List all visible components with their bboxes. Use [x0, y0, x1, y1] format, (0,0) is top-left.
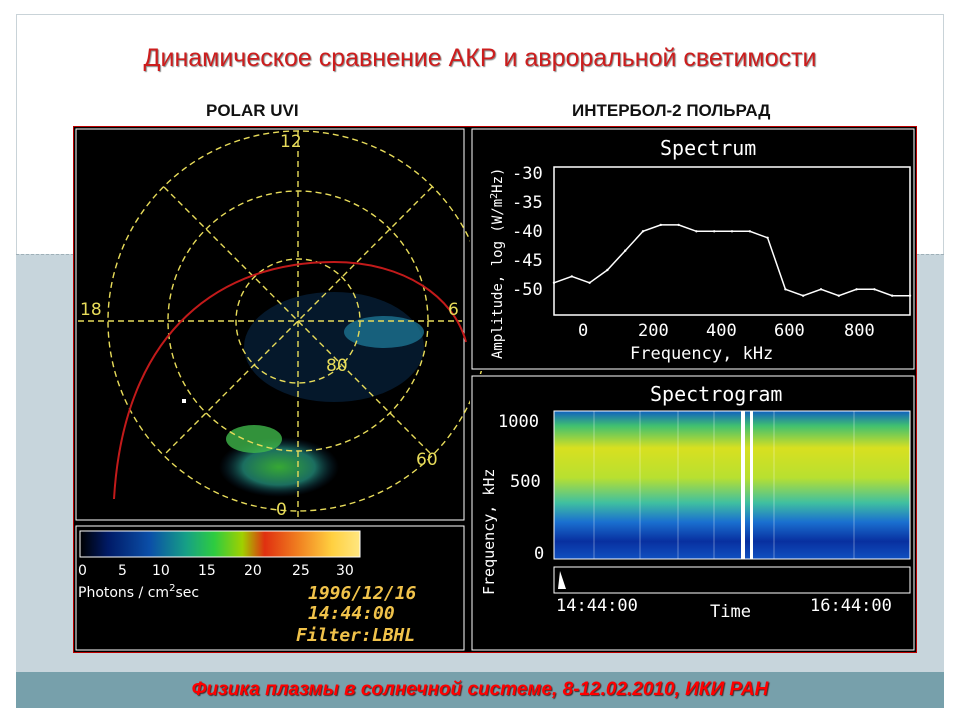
- spectrum-point: [837, 294, 840, 297]
- spec-ytick-45: -45: [512, 251, 543, 271]
- spec-xtick-800: 800: [844, 321, 875, 341]
- cbar-tick-10: 10: [152, 563, 170, 579]
- spectrum-point: [802, 294, 805, 297]
- spectrogram-title: Spectrogram: [650, 382, 782, 406]
- spectrum-title: Spectrum: [660, 136, 756, 160]
- spectrum-point: [784, 288, 787, 291]
- spectrum-point: [606, 268, 609, 272]
- spec-xtick-0: 0: [578, 321, 588, 341]
- data-gap-marker-2: [750, 411, 753, 559]
- mlt-0-label: 0: [276, 500, 287, 520]
- sgram-ytick-0: 0: [534, 544, 544, 564]
- spec-xtick-600: 600: [774, 321, 805, 341]
- mlt-18-label: 18: [80, 300, 102, 320]
- spectrogram-image: [553, 410, 911, 560]
- data-gap-marker: [741, 411, 745, 559]
- mlt-6-label: 6: [448, 300, 459, 320]
- mlt-meridians: [78, 131, 462, 517]
- figure-panel: 12 18 6 0 80 60 0 5 10 15 20 25 30 Photo…: [73, 126, 917, 653]
- spectrum-point: [695, 230, 698, 233]
- colorbar: [79, 530, 361, 558]
- polar-uvi-label: POLAR UVI: [206, 101, 299, 120]
- spec-xtick-400: 400: [706, 321, 737, 341]
- spectrum-point: [891, 294, 894, 297]
- spectrum-point: [855, 288, 858, 291]
- spectrum-point: [908, 294, 912, 297]
- spectrum-point: [730, 230, 734, 233]
- sgram-time-label: Time: [710, 602, 751, 622]
- spectrogram-ylabel: Frequency, kHz: [480, 469, 498, 595]
- image-filter: Filter:LBHL: [296, 625, 415, 646]
- spectrum-point: [588, 281, 591, 284]
- spectrum-point: [641, 230, 645, 233]
- cbar-tick-30: 30: [336, 563, 354, 579]
- spec-ytick-35: -35: [512, 193, 543, 213]
- lat-60-label: 60: [416, 450, 438, 470]
- colorbar-panel: 0 5 10 15 20 25 30 Photons / cm2sec 1996…: [74, 524, 466, 652]
- slide-title: Динамическое сравнение АКР и авроральной…: [143, 44, 817, 72]
- aurora-patch-dusk: [344, 316, 424, 348]
- footer-text: Физика плазмы в солнечной системе, 8-12.…: [191, 679, 769, 700]
- spectrum-point: [819, 288, 823, 291]
- spectrum-xlabel: Frequency, kHz: [630, 344, 773, 364]
- aurora-bright-spot: [226, 425, 282, 453]
- spec-ytick-30: -30: [512, 164, 543, 184]
- spectrum-point: [552, 281, 556, 284]
- spectrum-point: [570, 275, 573, 278]
- spectrum-point: [659, 223, 662, 227]
- spectrum-point: [873, 288, 876, 291]
- spectrum-point: [677, 223, 680, 227]
- spec-xtick-200: 200: [638, 321, 669, 341]
- sgram-time-start: 14:44:00: [556, 596, 638, 616]
- sgram-ytick-500: 500: [510, 472, 541, 492]
- image-time: 14:44:00: [308, 603, 395, 624]
- interball-label: ИНТЕРБОЛ-2 ПОЛЬРАД: [572, 101, 771, 120]
- spectrogram-panel: Spectrogram 1000 500 0 14:44:00 Time 16:…: [470, 374, 916, 652]
- image-date: 1996/12/16: [308, 583, 417, 604]
- lat-80-label: 80: [326, 356, 348, 376]
- spectrogram-streaks: [593, 411, 855, 559]
- spectrum-series: [552, 223, 912, 297]
- spectrum-panel: Spectrum -30 -35 -40 -45 -50 0 200 400 6…: [470, 127, 916, 371]
- time-bar: [553, 566, 911, 594]
- spectrum-axes: [553, 166, 911, 316]
- spectrum-ylabel: Amplitude, log (W/m2Hz): [489, 168, 506, 359]
- cbar-tick-15: 15: [198, 563, 216, 579]
- cbar-tick-20: 20: [244, 563, 262, 579]
- spec-ytick-40: -40: [512, 222, 543, 242]
- spectrum-point: [766, 236, 769, 239]
- spectrum-point: [713, 230, 716, 233]
- sgram-time-end: 16:44:00: [810, 596, 892, 616]
- cbar-tick-5: 5: [118, 563, 127, 579]
- cbar-tick-25: 25: [292, 563, 310, 579]
- time-marker: [558, 571, 566, 589]
- spectrum-point: [624, 249, 627, 252]
- sgram-ytick-1000: 1000: [498, 412, 539, 432]
- mlt-12-label: 12: [280, 132, 302, 152]
- colorbar-units: Photons / cm2sec: [78, 583, 199, 601]
- terminator-line: [113, 260, 467, 500]
- spectrum-point: [748, 230, 751, 233]
- cbar-tick-0: 0: [78, 563, 87, 579]
- polar-plot: 12 18 6 0 80 60: [74, 127, 489, 522]
- spec-ytick-50: -50: [512, 280, 543, 300]
- station-marker: [182, 399, 186, 403]
- slide-footer: Физика плазмы в солнечной системе, 8-12.…: [16, 672, 944, 708]
